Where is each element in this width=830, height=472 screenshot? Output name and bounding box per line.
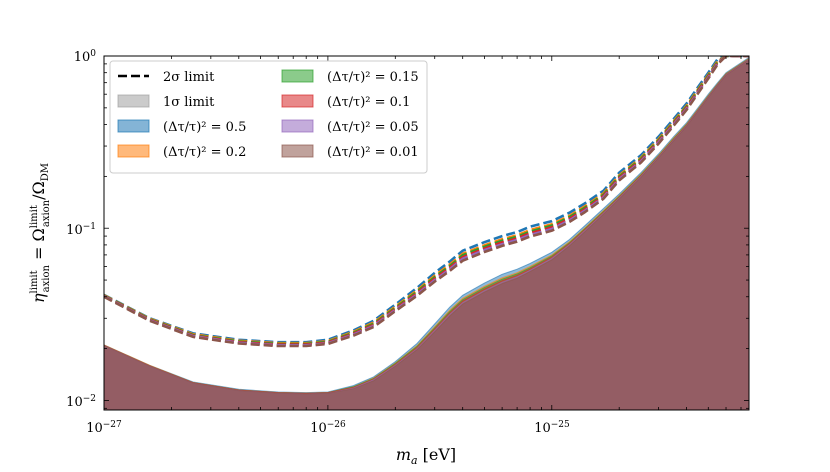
series-band bbox=[104, 59, 749, 410]
y-tick-labels: 10−2 10−1 100 bbox=[66, 49, 96, 410]
y-axis-label: ηlimitaxion = Ωlimitaxion/ΩDM bbox=[29, 163, 52, 303]
legend-box bbox=[109, 60, 428, 174]
x-axis-ticks bbox=[103, 56, 742, 410]
legend: 2σ limit 1σ limit (Δτ/τ)² = 0.5 (Δτ/τ)² = 0… bbox=[109, 60, 428, 174]
legend-label: (Δτ/τ)² = 0.15 bbox=[327, 70, 419, 85]
x-tick-label: 10−26 bbox=[310, 420, 346, 436]
legend-swatch bbox=[281, 144, 314, 158]
y-tick-label: 10−1 bbox=[66, 222, 96, 238]
legend-swatch bbox=[281, 69, 314, 83]
x-tick-label: 10−27 bbox=[86, 420, 122, 436]
x-axis-label: ma [eV] bbox=[396, 445, 456, 467]
plot-frame bbox=[103, 55, 750, 411]
legend-label: 1σ limit bbox=[163, 95, 215, 110]
y-axis-ticks bbox=[104, 55, 749, 409]
legend-label: (Δτ/τ)² = 0.01 bbox=[327, 145, 419, 160]
legend-swatch bbox=[117, 94, 150, 108]
legend-label: (Δτ/τ)² = 0.1 bbox=[327, 95, 410, 110]
shaded-bands bbox=[104, 56, 749, 410]
x-tick-label: 10−25 bbox=[534, 420, 570, 436]
legend-label: 2σ limit bbox=[163, 70, 215, 85]
legend-swatch bbox=[117, 144, 150, 158]
y-tick-label: 10−2 bbox=[66, 394, 96, 410]
legend-swatch bbox=[281, 94, 314, 108]
legend-label: (Δτ/τ)² = 0.05 bbox=[327, 120, 419, 135]
limit-lines bbox=[104, 56, 749, 348]
legend-label: (Δτ/τ)² = 0.2 bbox=[163, 145, 246, 160]
x-tick-labels: 10−27 10−26 10−25 bbox=[86, 420, 570, 436]
legend-swatch bbox=[281, 119, 314, 133]
series-2sigma-line bbox=[104, 56, 749, 348]
legend-swatch bbox=[117, 119, 150, 133]
legend-label: (Δτ/τ)² = 0.5 bbox=[163, 120, 246, 135]
y-tick-label: 100 bbox=[74, 49, 97, 65]
